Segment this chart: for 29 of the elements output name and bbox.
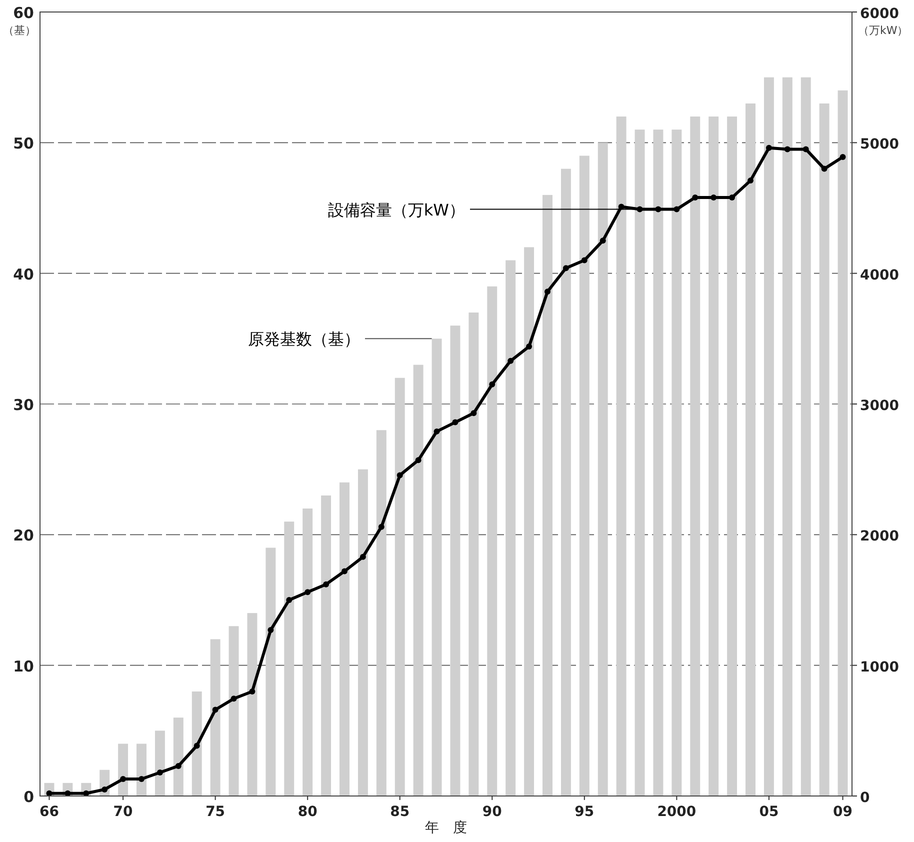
y2-tick-label: 0 — [860, 790, 870, 806]
x-tick-label: 80 — [298, 804, 318, 820]
x-tick-label: 09 — [833, 804, 853, 820]
x-tick-label: 90 — [482, 804, 502, 820]
y-tick-label: 40 — [13, 265, 34, 284]
x-tick-label: 05 — [759, 804, 779, 820]
y2-tick-label: 6000 — [860, 6, 900, 22]
x-tick-label: 85 — [390, 804, 410, 820]
y-tick-label: 0 — [24, 788, 34, 806]
text: 原発基数（基） — [248, 330, 360, 349]
x-tick-label: 75 — [206, 804, 226, 820]
text: 設備容量（万kW） — [328, 200, 465, 220]
y-tick-label: 30 — [13, 396, 34, 414]
y-tick-label: 50 — [13, 134, 34, 153]
x-tick-label: 95 — [574, 804, 594, 820]
x-tick-label: 70 — [113, 804, 134, 820]
x-tick-label: 66 — [39, 804, 59, 820]
y2-tick-label: 1000 — [860, 659, 900, 676]
y-tick-label: 20 — [13, 526, 34, 545]
x-tick-label: 2000 — [657, 804, 696, 820]
y2-tick-label: 2000 — [860, 528, 900, 545]
y-tick-label: 10 — [13, 657, 34, 676]
y-axis-title: （基） — [3, 24, 36, 37]
y2-tick-label: 3000 — [860, 398, 900, 414]
y2-axis-title: （万kW） — [858, 24, 908, 37]
y-tick-label: 60 — [13, 4, 34, 22]
x-axis-title: 年 度 — [425, 820, 467, 836]
y2-tick-label: 4000 — [860, 267, 900, 284]
y2-tick-label: 5000 — [860, 136, 900, 153]
